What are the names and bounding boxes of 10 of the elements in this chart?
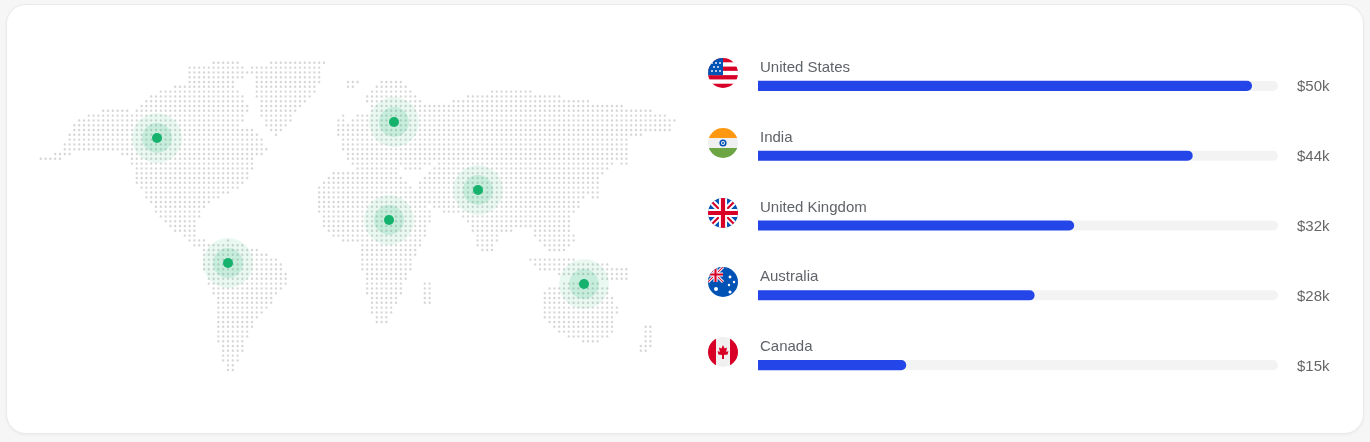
data-label: $28k bbox=[1297, 287, 1331, 304]
data-label: $44k bbox=[1297, 147, 1331, 164]
data-label: $32k bbox=[1297, 217, 1331, 234]
data-label: $15k bbox=[1297, 357, 1331, 374]
data-label: $50k bbox=[1297, 77, 1331, 94]
y-tick-label: Australia bbox=[760, 267, 820, 284]
y-tick-label: United States bbox=[760, 58, 851, 75]
y-tick-label: India bbox=[760, 128, 794, 145]
y-tick-label: Canada bbox=[760, 337, 814, 354]
y-tick-label: United Kingdom bbox=[760, 198, 867, 215]
